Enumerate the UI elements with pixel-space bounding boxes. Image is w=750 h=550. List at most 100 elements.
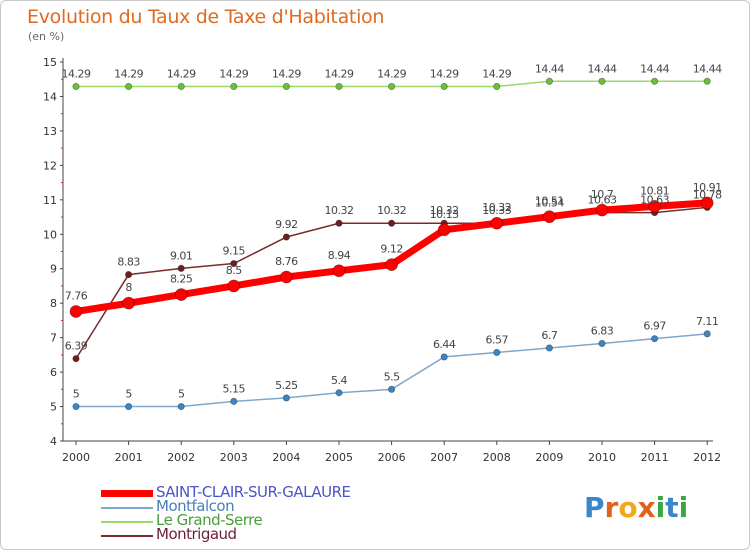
x-tick-label: 2000 (62, 451, 90, 464)
logo-letter: t (665, 491, 679, 524)
data-point-montrigaud (387, 219, 396, 227)
chart-subtitle: (en %) (28, 30, 65, 43)
y-tick-label: 11 (43, 194, 57, 207)
x-tick-label: 2003 (220, 451, 248, 464)
data-point-montrigaud (72, 355, 80, 363)
legend-swatch (101, 535, 153, 537)
data-label-le-grand-serre: 14.29 (62, 67, 91, 80)
data-point-le-grand-serre (598, 77, 606, 85)
data-label-montfalcon: 5.5 (384, 370, 400, 383)
data-label-saint-clair-sur-galaure: 10.32 (482, 201, 511, 214)
y-tick-label: 10 (43, 228, 57, 241)
data-label-montrigaud: 6.39 (65, 340, 88, 353)
data-label-le-grand-serre: 14.29 (114, 67, 143, 80)
logo-letter: x (637, 491, 656, 524)
data-point-montrigaud (282, 233, 290, 241)
y-tick-label: 5 (50, 401, 57, 414)
data-point-montfalcon (177, 402, 185, 411)
legend-label: Montfalcon (156, 497, 235, 515)
y-tick-label: 14 (43, 90, 57, 103)
data-point-le-grand-serre (230, 82, 238, 91)
x-tick-label: 2010 (588, 451, 616, 464)
x-tick-label: 2012 (693, 451, 721, 464)
data-point-le-grand-serre (177, 82, 185, 91)
data-label-le-grand-serre: 14.29 (482, 67, 511, 80)
data-label-le-grand-serre: 14.29 (272, 67, 301, 80)
x-tick-label: 2011 (641, 451, 669, 464)
data-label-montfalcon: 5.15 (223, 382, 246, 395)
data-label-saint-clair-sur-galaure: 8.5 (226, 264, 242, 277)
y-tick-label: 9 (50, 263, 57, 276)
data-label-le-grand-serre: 14.44 (640, 62, 669, 75)
y-tick-label: 12 (43, 159, 57, 172)
data-point-montfalcon (125, 402, 133, 411)
data-label-le-grand-serre: 14.29 (167, 67, 196, 80)
x-tick-label: 2002 (167, 451, 195, 464)
data-point-montrigaud (230, 259, 238, 268)
data-label-le-grand-serre: 14.29 (377, 67, 406, 80)
data-point-le-grand-serre (493, 82, 501, 91)
data-point-le-grand-serre (545, 77, 554, 85)
data-label-montrigaud: 9.92 (275, 218, 298, 231)
data-point-saint-clair-sur-galaure (227, 279, 241, 293)
data-point-saint-clair-sur-galaure (490, 216, 504, 230)
data-point-le-grand-serre (125, 82, 133, 91)
legend-label: Montrigaud (156, 525, 237, 543)
data-label-montfalcon: 6.44 (433, 338, 456, 351)
data-label-montrigaud: 10.63 (588, 194, 617, 207)
data-point-saint-clair-sur-galaure (69, 305, 83, 318)
data-label-montrigaud: 10.32 (430, 204, 459, 217)
y-tick-label: 13 (43, 125, 57, 138)
data-label-montrigaud: 8.83 (117, 256, 140, 269)
x-tick-label: 2005 (325, 451, 353, 464)
data-label-montfalcon: 5.4 (331, 374, 347, 387)
data-label-saint-clair-sur-galaure: 8.94 (328, 249, 351, 262)
data-point-le-grand-serre (650, 77, 659, 85)
data-point-le-grand-serre (335, 82, 343, 91)
data-label-saint-clair-sur-galaure: 8.76 (275, 255, 298, 268)
legend-swatch (101, 490, 153, 497)
data-label-montrigaud: 10.78 (693, 188, 722, 201)
data-label-le-grand-serre: 14.44 (588, 62, 617, 75)
chart-title: Evolution du Taux de Taxe d'Habitation (27, 6, 385, 28)
y-tick-label: 6 (50, 366, 57, 379)
data-label-montfalcon: 6.83 (591, 324, 614, 337)
data-point-saint-clair-sur-galaure (437, 223, 451, 237)
data-label-le-grand-serre: 14.29 (430, 67, 459, 80)
data-label-le-grand-serre: 14.44 (535, 62, 564, 75)
data-point-montfalcon (230, 397, 238, 405)
data-label-montrigaud: 9.01 (170, 249, 193, 262)
data-point-saint-clair-sur-galaure (648, 199, 661, 213)
data-label-montfalcon: 6.7 (541, 329, 557, 342)
data-point-montfalcon (650, 335, 659, 343)
data-label-montfalcon: 7.11 (696, 315, 719, 328)
data-label-montrigaud: 10.33 (482, 204, 511, 217)
legend-swatch (101, 521, 153, 523)
data-point-montrigaud (125, 270, 133, 279)
data-point-saint-clair-sur-galaure (700, 196, 714, 210)
data-label-le-grand-serre: 14.29 (219, 67, 248, 80)
data-point-montfalcon (545, 344, 554, 352)
y-tick-label: 7 (50, 332, 57, 345)
data-label-saint-clair-sur-galaure: 10.51 (535, 195, 564, 208)
legend-label: SAINT-CLAIR-SUR-GALAURE (156, 483, 351, 501)
legend-swatch (101, 507, 153, 509)
data-label-saint-clair-sur-galaure: 10.91 (693, 181, 722, 194)
data-label-montfalcon: 5 (125, 388, 132, 401)
data-label-montfalcon: 5 (178, 388, 185, 401)
x-tick-label: 2001 (115, 451, 143, 464)
data-label-le-grand-serre: 14.29 (325, 67, 354, 80)
data-point-le-grand-serre (72, 82, 80, 91)
data-point-saint-clair-sur-galaure (174, 288, 188, 301)
data-point-saint-clair-sur-galaure (279, 270, 293, 284)
data-point-le-grand-serre (282, 82, 290, 91)
data-label-montrigaud: 9.15 (223, 245, 246, 258)
y-tick-label: 15 (43, 56, 57, 69)
logo-letter: o (618, 491, 638, 524)
logo-letter: r (604, 491, 619, 524)
data-label-montrigaud: 10.54 (535, 197, 564, 210)
data-label-le-grand-serre: 14.44 (693, 62, 722, 75)
logo-letter: i (655, 491, 666, 524)
